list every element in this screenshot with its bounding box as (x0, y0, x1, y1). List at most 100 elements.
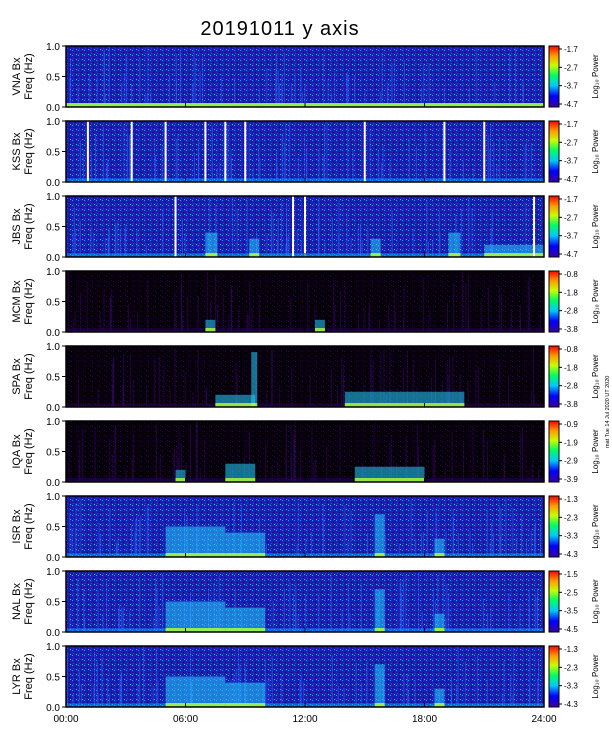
colorbar-tick-label: -3.7 (564, 157, 578, 166)
noise-streak (119, 677, 121, 707)
noise-streak (428, 62, 430, 107)
noise-streak (330, 369, 332, 407)
noise-streak (139, 577, 141, 632)
y-axis-label-station: ISR Bx (11, 509, 23, 544)
activity-core (434, 703, 445, 707)
colorbar-tick-label: -3.3 (564, 532, 578, 541)
noise-streak (238, 307, 240, 332)
noise-streak (302, 92, 304, 107)
noise-streak (338, 685, 340, 707)
noise-streak (408, 138, 410, 182)
noise-streak (74, 310, 76, 332)
y-tick-label: 0.5 (46, 148, 60, 159)
noise-streak (80, 292, 82, 332)
noise-streak (220, 77, 222, 107)
noise-streak (380, 162, 382, 182)
noise-streak (360, 583, 362, 632)
activity-core (314, 328, 325, 332)
noise-streak (259, 158, 261, 182)
noise-streak (514, 47, 516, 107)
noise-streak (522, 426, 524, 482)
y-axis-label-station: NAL Bx (11, 583, 23, 620)
x-tick-label: 00:00 (53, 714, 78, 725)
noise-streak (120, 673, 122, 707)
noise-streak (102, 126, 104, 182)
y-axis-label-station: LYR Bx (11, 658, 23, 695)
noise-streak (491, 212, 493, 257)
noise-streak (347, 74, 349, 107)
noise-streak (106, 580, 108, 632)
noise-streak (193, 48, 195, 107)
colorbar (548, 45, 560, 108)
noise-streak (406, 352, 408, 407)
noise-streak (452, 355, 454, 407)
noise-streak (270, 210, 272, 257)
data-gap-line (174, 196, 177, 257)
colorbar (548, 195, 560, 258)
noise-streak (293, 437, 295, 482)
data-gap-line (130, 121, 133, 182)
activity-core (484, 253, 544, 257)
noise-streak (216, 168, 218, 182)
noise-streak (99, 311, 101, 332)
activity-patch (225, 607, 266, 632)
noise-streak (459, 374, 461, 407)
y-tick-label: 0.0 (46, 628, 60, 639)
spectrogram-background (66, 121, 544, 182)
y-tick-label: 0.5 (46, 448, 60, 459)
side-stamp: mat Tue 14 Jul 2020 UT 2020 (605, 376, 611, 448)
noise-streak (435, 506, 437, 557)
noise-streak (331, 655, 333, 707)
noise-streak (422, 532, 424, 557)
noise-streak (472, 168, 474, 182)
activity-patch (314, 319, 325, 332)
noise-streak (372, 360, 374, 407)
noise-streak (119, 605, 121, 632)
y-tick-label: 0.0 (46, 253, 60, 264)
noise-streak (453, 517, 455, 557)
noise-streak (300, 675, 302, 707)
colorbar-tick-label: -1.7 (564, 45, 578, 54)
noise-streak (146, 385, 148, 407)
noise-streak (530, 142, 532, 182)
noise-streak (451, 677, 453, 707)
noise-streak (322, 156, 324, 182)
noise-streak (122, 386, 124, 407)
noise-streak (142, 646, 144, 707)
noise-streak (113, 356, 115, 407)
noise-streak (499, 286, 501, 332)
panel-mcm: 0.0 0.5 1.0 MCM Bx Freq (Hz) -0.8 -1.8 -2.8 -3.8… (11, 267, 600, 339)
noise-streak (108, 439, 110, 482)
noise-streak (534, 522, 536, 557)
noise-streak (322, 518, 324, 557)
noise-streak (123, 125, 125, 182)
noise-streak (67, 272, 69, 332)
noise-streak (132, 433, 134, 482)
noise-streak (432, 445, 434, 482)
noise-streak (421, 88, 423, 107)
noise-streak (258, 295, 260, 332)
noise-streak (343, 687, 345, 707)
noise-streak (427, 241, 429, 257)
noise-streak (499, 136, 501, 182)
noise-streak (426, 199, 428, 257)
noise-streak (222, 294, 224, 332)
noise-streak (478, 367, 480, 407)
y-axis-label-freq: Freq (Hz) (23, 128, 35, 174)
noise-streak (277, 461, 279, 482)
noise-streak (123, 379, 125, 407)
noise-streak (178, 425, 180, 482)
noise-streak (246, 312, 248, 332)
noise-streak (289, 121, 291, 182)
noise-streak (388, 305, 390, 332)
data-gap-line (533, 196, 536, 257)
noise-streak (490, 227, 492, 257)
noise-streak (146, 504, 148, 557)
noise-streak (291, 368, 293, 407)
noise-streak (155, 649, 157, 707)
noise-streak (145, 244, 147, 257)
noise-streak (297, 501, 299, 557)
noise-streak (462, 161, 464, 182)
noise-streak (347, 582, 349, 632)
colorbar-label: Log₁₀ Power (591, 354, 600, 399)
